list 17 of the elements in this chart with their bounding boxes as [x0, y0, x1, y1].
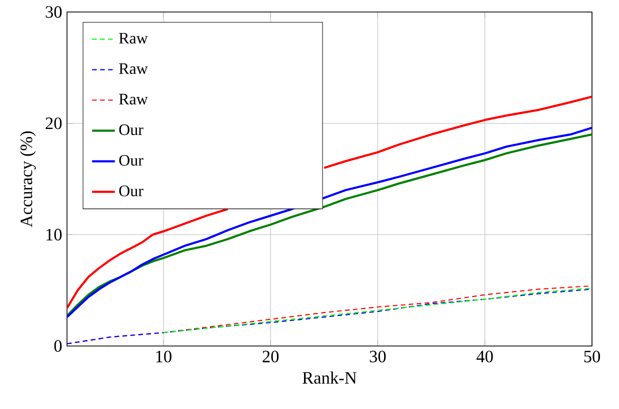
x-tick-label: 40 — [476, 350, 493, 362]
legend-label: Raw — [119, 32, 148, 44]
legend-label: Our — [119, 186, 144, 196]
y-tick-label: 30 — [46, 6, 62, 18]
y-tick-label: 20 — [46, 117, 62, 130]
y-tick-label: 0 — [54, 340, 62, 352]
x-tick-label: 10 — [156, 350, 172, 362]
legend-label: Raw — [119, 94, 148, 105]
y-axis-title: Accuracy (%) — [20, 131, 36, 228]
x-tick-label: 20 — [262, 350, 279, 362]
legend-label: Our — [119, 154, 144, 166]
y-tick-label: 10 — [46, 228, 62, 240]
x-axis-title: Rank-N — [302, 372, 357, 384]
legend-label: Raw — [119, 63, 148, 74]
x-tick-label: 30 — [370, 350, 386, 362]
x-tick-label: 50 — [584, 350, 600, 362]
legend-label: Our — [119, 124, 144, 136]
